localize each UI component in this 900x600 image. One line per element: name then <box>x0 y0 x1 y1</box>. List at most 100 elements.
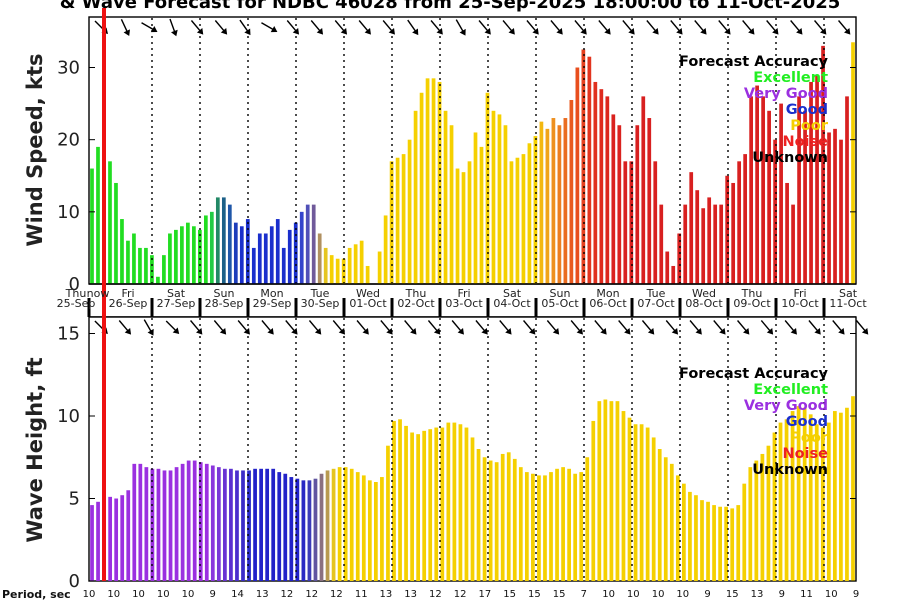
wave-bar <box>772 432 777 581</box>
wave-tick-label: 5 <box>69 489 80 510</box>
wind-bar <box>215 197 220 284</box>
wave-bar <box>688 491 692 581</box>
wind-arrow-head <box>604 27 611 35</box>
wave-bar <box>229 468 233 581</box>
wave-bar <box>434 427 439 581</box>
now-line <box>102 8 106 581</box>
period-value: 13 <box>404 589 417 600</box>
wave-bar <box>295 478 300 581</box>
wind-bar <box>479 146 484 284</box>
wave-bar <box>597 401 602 581</box>
wind-bar <box>701 208 706 284</box>
wave-bars <box>90 396 855 581</box>
wave-arrow <box>689 320 702 335</box>
wave-bar <box>428 429 433 581</box>
day-weekday-label: Fri <box>457 287 470 300</box>
wind-bar <box>779 103 783 284</box>
wave-arrow <box>118 320 132 335</box>
wave-bar <box>440 427 445 581</box>
wind-bar <box>431 78 436 284</box>
wave-bar <box>374 482 378 581</box>
wind-bar <box>551 118 556 284</box>
wind-bar <box>749 96 753 284</box>
period-value: 10 <box>676 589 689 600</box>
wind-bar <box>174 229 178 284</box>
wind-bar <box>821 45 825 284</box>
wave-arrow-head <box>624 327 631 335</box>
wave-bar <box>398 419 402 581</box>
wind-bar <box>198 229 202 284</box>
wave-bar <box>404 425 408 581</box>
wind-bar <box>305 204 310 284</box>
legend-entry: Unknown <box>752 150 828 166</box>
wind-arrow <box>334 20 348 35</box>
wave-arrow <box>237 320 250 335</box>
wave-bar <box>651 437 656 581</box>
wave-bar <box>494 462 499 581</box>
wind-bar <box>593 81 598 284</box>
wave-arrow <box>784 320 797 335</box>
wave-tick-label: 0 <box>69 571 80 592</box>
period-value: 7 <box>581 589 587 600</box>
wave-arrow-head <box>362 327 369 335</box>
wave-arrow-head <box>410 327 417 335</box>
wave-arrow-head <box>576 327 583 335</box>
wind-arrow <box>574 20 587 35</box>
wind-bar <box>275 219 280 284</box>
wave-ylabel: Wave Height, ft <box>23 357 47 542</box>
wind-arrow-head <box>724 27 731 35</box>
wind-bar <box>299 211 304 284</box>
wave-arrow <box>760 320 774 335</box>
wind-arrow-head <box>820 27 827 35</box>
wind-bar <box>347 247 352 284</box>
wind-bar <box>713 204 718 284</box>
wind-arrow <box>407 19 419 36</box>
wave-arrow <box>546 320 560 335</box>
wave-arrow-head <box>219 327 227 335</box>
period-value: 17 <box>479 589 492 600</box>
wave-bar <box>265 468 270 581</box>
wind-arrow <box>478 20 491 35</box>
wave-arrow <box>190 320 203 335</box>
wind-arrow <box>550 20 563 35</box>
wave-arrow <box>427 320 441 335</box>
wind-bar <box>413 110 418 284</box>
wind-arrow-head <box>652 27 659 35</box>
wave-arrow <box>855 320 869 335</box>
wind-arrow-head <box>364 27 371 35</box>
legend-entry: Noise <box>782 134 828 150</box>
wind-arrow <box>838 20 851 35</box>
day-date-label: 28-Sep <box>205 297 244 310</box>
period-value: 12 <box>305 589 318 600</box>
wind-bar <box>150 255 154 284</box>
wind-bar <box>515 157 520 284</box>
wave-bar <box>210 465 215 581</box>
wave-bar <box>313 478 318 581</box>
wind-bar <box>725 175 730 284</box>
wind-bar <box>257 233 262 284</box>
wind-bar <box>653 161 658 284</box>
wind-bar <box>425 78 430 284</box>
wind-bar <box>671 265 676 284</box>
wind-bar <box>90 168 94 284</box>
wave-bar <box>114 498 119 581</box>
wave-bar <box>778 422 783 581</box>
day-date-label: 10-Oct <box>781 297 819 310</box>
day-weekday-label: Fri <box>793 287 806 300</box>
period-value: 13 <box>751 589 764 600</box>
wind-arrow <box>670 20 683 35</box>
wave-bar <box>669 463 674 581</box>
wave-arrow-head <box>647 327 655 335</box>
wind-bar <box>641 96 646 284</box>
wind-bar <box>755 85 759 284</box>
wave-bar <box>204 463 209 581</box>
day-weekday-label: Sat <box>167 287 186 300</box>
wave-arrow <box>165 320 180 334</box>
wave-bar <box>452 422 457 581</box>
wind-arrow <box>261 22 278 33</box>
wind-bar <box>605 96 610 284</box>
wind-arrow <box>790 20 803 35</box>
wave-bar <box>573 473 578 581</box>
wind-arrow <box>286 20 300 35</box>
wave-arrow-head <box>790 327 797 335</box>
